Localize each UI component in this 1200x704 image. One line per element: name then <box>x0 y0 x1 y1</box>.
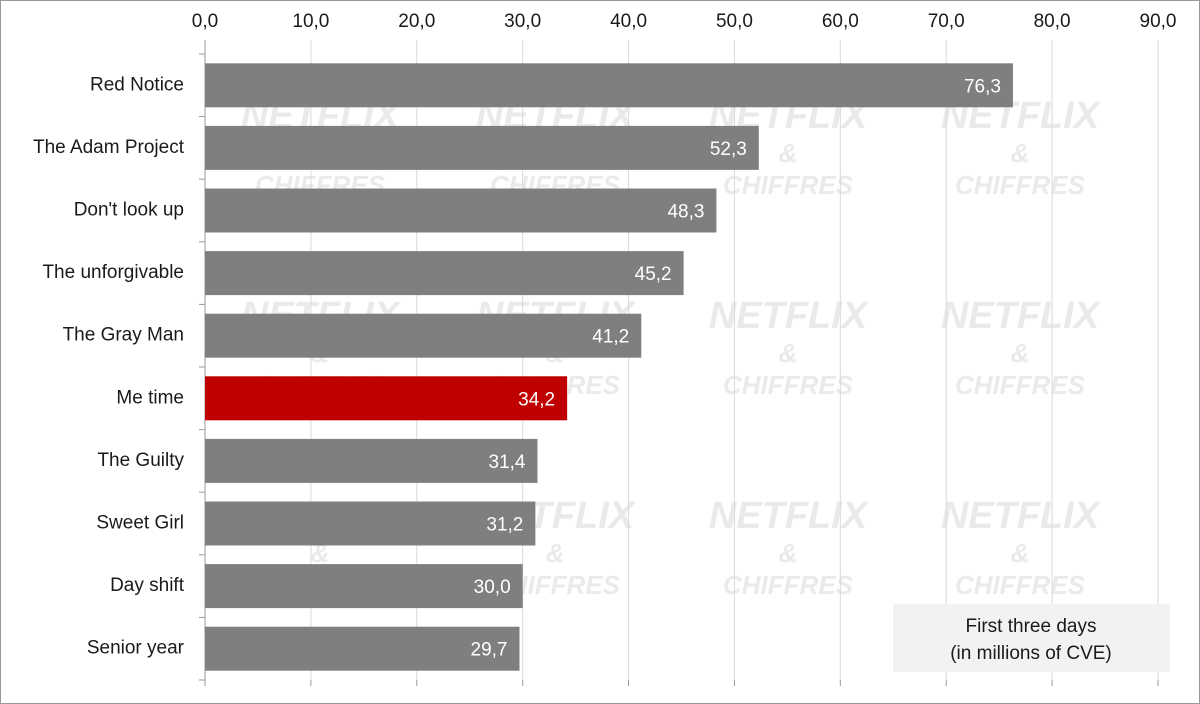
value-label: 30,0 <box>474 577 511 598</box>
watermark: & <box>1011 138 1030 168</box>
watermark: & <box>779 138 798 168</box>
x-tick-label: 60,0 <box>822 11 859 32</box>
y-tick-label: Sweet Girl <box>96 513 184 534</box>
watermark: CHIFFRES <box>955 170 1086 200</box>
bar <box>205 125 759 170</box>
watermark: CHIFFRES <box>723 170 854 200</box>
y-tick-label: Red Notice <box>90 74 184 95</box>
x-tick-label: 0,0 <box>192 11 218 32</box>
bar <box>205 501 536 546</box>
watermark: NETFLIX <box>709 495 870 537</box>
value-label: 34,2 <box>518 389 555 410</box>
watermark: CHIFFRES <box>723 370 854 400</box>
bar <box>205 313 642 358</box>
watermark: NETFLIX <box>709 295 870 337</box>
bar <box>205 564 523 609</box>
x-tick-label: 10,0 <box>292 11 329 32</box>
bar <box>205 438 538 483</box>
value-label: 31,2 <box>486 515 523 536</box>
y-tick-label: Day shift <box>110 575 185 596</box>
watermark: & <box>779 338 798 368</box>
y-tick-label: The unforgivable <box>42 262 184 283</box>
bar <box>205 376 568 421</box>
x-tick-label: 30,0 <box>504 11 541 32</box>
x-tick-label: 40,0 <box>610 11 647 32</box>
x-tick-label: 50,0 <box>716 11 753 32</box>
value-label: 31,4 <box>489 452 526 473</box>
annotation-box <box>893 604 1170 672</box>
y-tick-label: The Adam Project <box>33 137 185 158</box>
annotation: (in millions of CVE) <box>950 643 1112 664</box>
bar <box>205 63 1013 108</box>
watermark: NETFLIX <box>941 295 1102 337</box>
watermark: & <box>1011 538 1030 568</box>
watermark: & <box>779 538 798 568</box>
watermark: NETFLIX <box>941 495 1102 537</box>
value-label: 76,3 <box>964 76 1001 97</box>
value-label: 48,3 <box>667 202 704 223</box>
x-tick-label: 90,0 <box>1140 11 1177 32</box>
watermark: CHIFFRES <box>955 370 1086 400</box>
watermark: & <box>546 538 565 568</box>
x-tick-label: 20,0 <box>398 11 435 32</box>
value-label: 29,7 <box>471 640 508 661</box>
y-tick-label: The Gray Man <box>63 325 184 346</box>
x-tick-label: 70,0 <box>928 11 965 32</box>
bar <box>205 626 520 671</box>
value-label: 45,2 <box>635 264 672 285</box>
value-label: 41,2 <box>592 327 629 348</box>
y-tick-label: Me time <box>116 387 184 408</box>
bar <box>205 188 717 233</box>
value-label: 52,3 <box>710 139 747 160</box>
watermark: & <box>1011 338 1030 368</box>
y-tick-label: Don't look up <box>74 200 184 221</box>
watermark: CHIFFRES <box>955 570 1086 600</box>
y-tick-label: Senior year <box>87 638 185 659</box>
y-tick-label: The Guilty <box>97 450 184 471</box>
x-tick-label: 80,0 <box>1034 11 1071 32</box>
bar <box>205 251 684 296</box>
annotation: First three days <box>966 616 1097 637</box>
watermark: CHIFFRES <box>723 570 854 600</box>
